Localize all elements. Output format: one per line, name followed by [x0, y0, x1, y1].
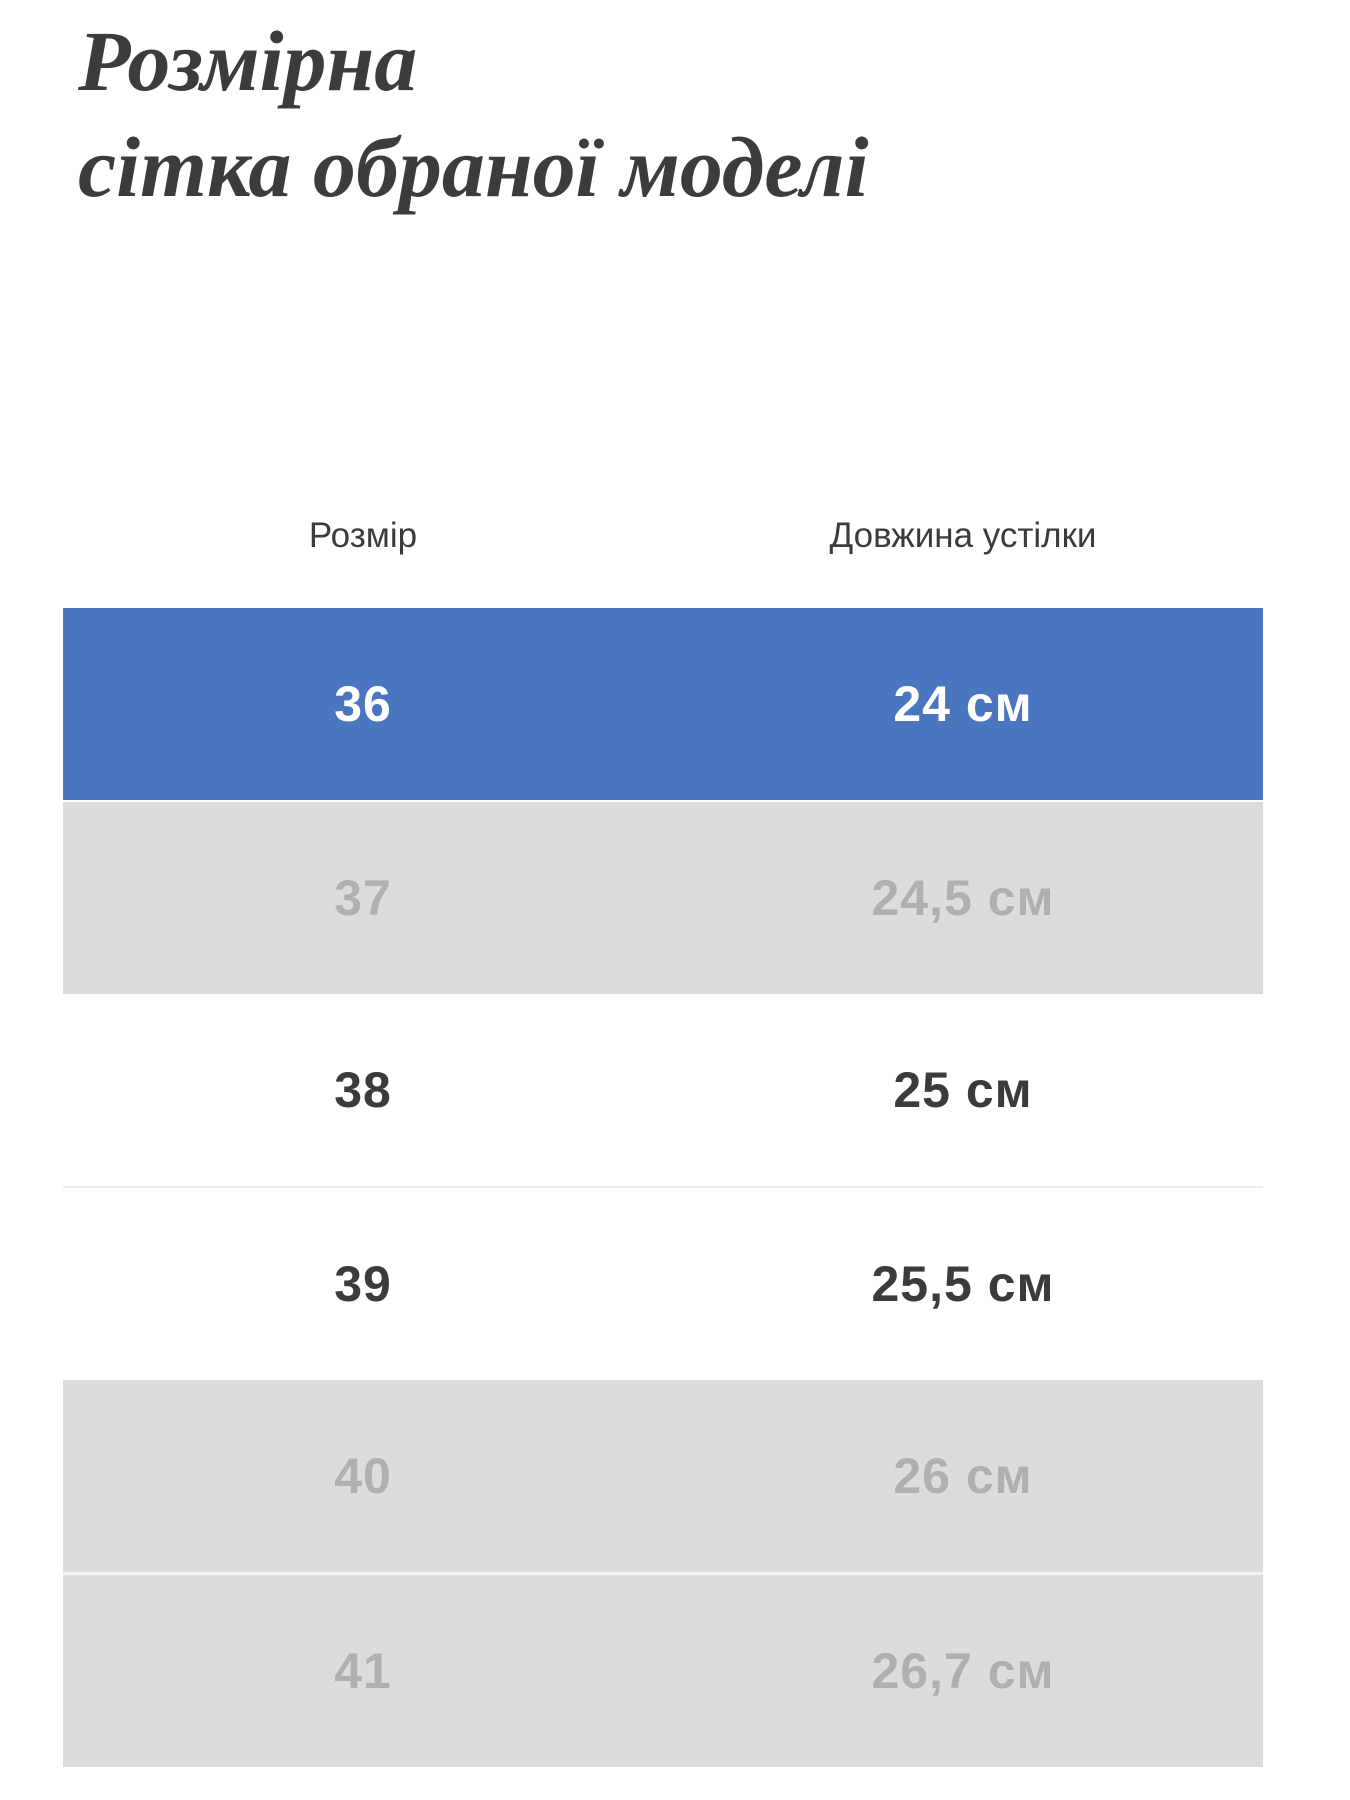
size-cell: 41: [334, 1643, 392, 1699]
size-row-36[interactable]: 36 24 см: [63, 608, 1263, 800]
length-cell: 25,5 см: [871, 1256, 1055, 1312]
size-cell: 39: [334, 1256, 392, 1312]
size-cell: 40: [334, 1448, 392, 1504]
page-title-line1: Розмірна: [78, 13, 418, 109]
size-table-header: Розмір Довжина устілки: [63, 516, 1263, 556]
size-cell: 38: [334, 1062, 392, 1118]
size-cell: 36: [334, 676, 392, 732]
column-header-size: Розмір: [308, 516, 418, 555]
length-cell: 25 см: [893, 1062, 1033, 1118]
size-row-37[interactable]: 37 24,5 см: [63, 800, 1263, 994]
size-row-38[interactable]: 38 25 см: [63, 994, 1263, 1186]
size-row-39[interactable]: 39 25,5 см: [63, 1186, 1263, 1380]
length-cell: 26 см: [893, 1448, 1033, 1504]
column-header-length: Довжина устілки: [829, 516, 1097, 555]
size-row-41[interactable]: 41 26,7 см: [63, 1572, 1263, 1767]
page-title: Розмірна сітка обраної моделі: [78, 8, 868, 220]
page-title-line2: сітка обраної моделі: [78, 119, 869, 215]
length-cell: 24 см: [893, 676, 1033, 732]
size-table: 36 24 см 37 24,5 см 38 25 см 39 25,5 см …: [63, 608, 1263, 1767]
length-cell: 26,7 см: [871, 1643, 1055, 1699]
size-row-40[interactable]: 40 26 см: [63, 1380, 1263, 1572]
length-cell: 24,5 см: [871, 870, 1055, 926]
size-cell: 37: [334, 870, 392, 926]
